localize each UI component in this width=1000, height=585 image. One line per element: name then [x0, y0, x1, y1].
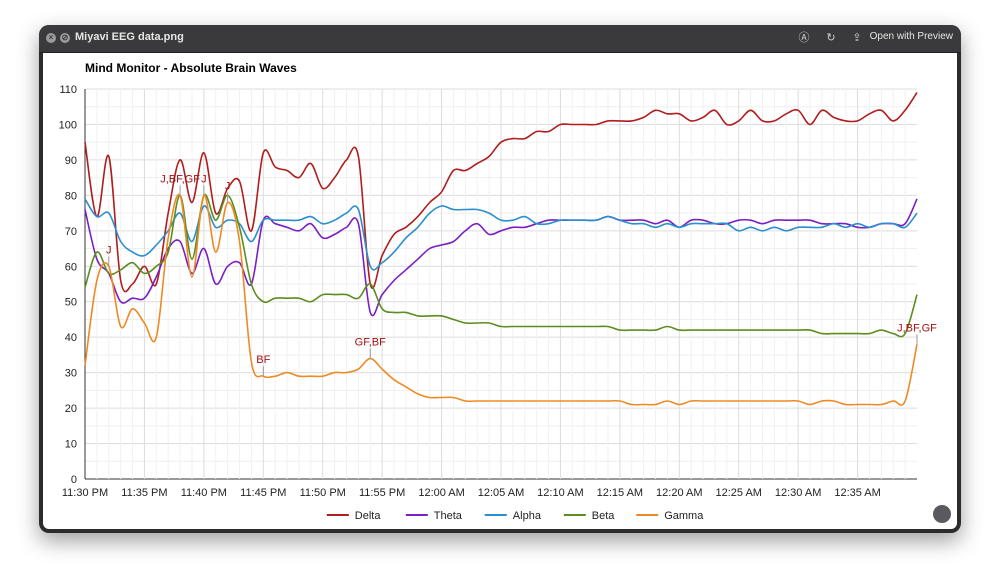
series-line-beta [84, 193, 918, 338]
chart-title: Mind Monitor - Absolute Brain Waves [85, 61, 297, 75]
series-line-delta [84, 92, 918, 293]
legend: Delta Theta Alpha Beta Gamma [326, 510, 704, 522]
series-line-gamma [84, 193, 918, 406]
rotate-icon[interactable]: ↻ [826, 32, 836, 44]
legend-label-delta: Delta [355, 510, 382, 522]
series-line-theta [84, 198, 918, 317]
x-tick-label: 12:25 AM [715, 487, 761, 499]
x-tick-label: 11:50 PM [300, 487, 346, 499]
y-axis: 0 10 20 30 40 50 60 70 80 90 100 110 [59, 84, 77, 486]
legend-label-gamma: Gamma [664, 510, 704, 522]
legend-label-beta: Beta [592, 510, 616, 522]
series-line-alpha [84, 198, 918, 271]
fullscreen-icon[interactable] [933, 505, 951, 523]
y-tick-label: 50 [65, 297, 77, 309]
markup-icon[interactable]: Ⓐ [798, 32, 810, 44]
y-tick-label: 80 [65, 190, 77, 202]
y-tick-label: 20 [65, 403, 77, 415]
title-bar: × ⊘ Miyavi EEG data.png Ⓐ ↻ ⇪ Open with … [39, 25, 961, 53]
x-tick-label: 12:10 AM [537, 487, 583, 499]
x-axis: 11:30 PM 11:35 PM 11:40 PM 11:45 PM 11:50 PM… [62, 487, 881, 499]
y-tick-label: 100 [59, 119, 77, 131]
image-content: Mind Monitor - Absolute Brain Waves 0 10 2… [43, 53, 957, 529]
series-lines [84, 92, 918, 406]
annotation-label: BF [256, 354, 270, 366]
x-tick-label: 11:35 PM [121, 487, 167, 499]
x-tick-label: 12:00 AM [418, 487, 464, 499]
x-tick-label: 11:45 PM [240, 487, 286, 499]
annotation-label: J [106, 244, 112, 256]
window-title: Miyavi EEG data.png [75, 31, 184, 43]
x-tick-label: 11:55 PM [359, 487, 405, 499]
annotation-label: J [225, 180, 231, 192]
y-tick-label: 30 [65, 368, 77, 380]
open-with-preview-button[interactable]: Open with Preview [869, 31, 953, 42]
grid-lines [84, 88, 917, 480]
x-tick-label: 12:30 AM [775, 487, 821, 499]
x-tick-label: 12:35 AM [834, 487, 880, 499]
close-icon[interactable]: × [46, 33, 56, 43]
x-tick-label: 12:20 AM [656, 487, 702, 499]
y-tick-label: 10 [65, 439, 77, 451]
brain-waves-chart: Mind Monitor - Absolute Brain Waves 0 10 2… [59, 61, 937, 522]
y-tick-label: 0 [71, 474, 77, 486]
x-tick-label: 12:15 AM [597, 487, 643, 499]
annotation-label: J [201, 173, 207, 185]
y-tick-label: 110 [59, 84, 77, 96]
x-tick-label: 12:05 AM [478, 487, 524, 499]
x-tick-label: 11:40 PM [181, 487, 227, 499]
x-tick-label: 11:30 PM [62, 487, 108, 499]
y-tick-label: 40 [65, 332, 77, 344]
share-icon[interactable]: ⇪ [852, 32, 862, 44]
preview-window: × ⊘ Miyavi EEG data.png Ⓐ ↻ ⇪ Open with … [39, 25, 961, 533]
legend-label-alpha: Alpha [513, 510, 542, 522]
y-tick-label: 70 [65, 226, 77, 238]
annotation-label: GF,BF [355, 336, 386, 348]
y-tick-label: 60 [65, 261, 77, 273]
y-tick-label: 90 [65, 155, 77, 167]
stop-icon[interactable]: ⊘ [60, 33, 70, 43]
annotation-label: J,BF,GF [160, 173, 200, 185]
legend-label-theta: Theta [434, 510, 463, 522]
annotation-label: J,BF,GF [897, 322, 937, 334]
